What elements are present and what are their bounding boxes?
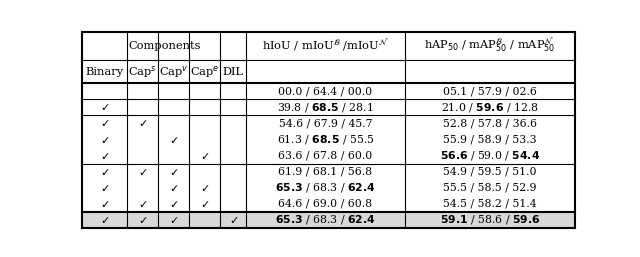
Text: 00.0 / 64.4 / 00.0: 00.0 / 64.4 / 00.0 [278,86,372,96]
Text: 61.3 / $\mathbf{68.5}$ / 55.5: 61.3 / $\mathbf{68.5}$ / 55.5 [276,133,374,146]
Text: 64.6 / 69.0 / 60.8: 64.6 / 69.0 / 60.8 [278,199,372,209]
Text: $\checkmark$: $\checkmark$ [100,199,109,209]
Text: 61.9 / 68.1 / 56.8: 61.9 / 68.1 / 56.8 [278,167,372,177]
Text: $\checkmark$: $\checkmark$ [138,118,147,128]
Text: Cap$^v$: Cap$^v$ [159,64,188,80]
Text: Cap$^s$: Cap$^s$ [128,64,157,80]
Text: 21.0 / $\mathbf{59.6}$ / 12.8: 21.0 / $\mathbf{59.6}$ / 12.8 [441,101,538,114]
Text: $\checkmark$: $\checkmark$ [100,118,109,128]
Bar [83,212,575,228]
Text: $\checkmark$: $\checkmark$ [138,167,147,177]
Text: $\checkmark$: $\checkmark$ [228,215,238,225]
Text: $\mathbf{59.1}$ / 58.6 / $\mathbf{59.6}$: $\mathbf{59.1}$ / 58.6 / $\mathbf{59.6}$ [440,213,540,226]
Text: $\checkmark$: $\checkmark$ [200,183,209,193]
Text: 52.8 / 57.8 / 36.6: 52.8 / 57.8 / 36.6 [443,118,537,128]
Text: $\checkmark$: $\checkmark$ [169,183,178,193]
Text: $\checkmark$: $\checkmark$ [138,199,147,209]
Text: hAP$_{50}$ / mAP$^\mathcal{B}_{50}$ / mAP$^\mathcal{N}_{50}$: hAP$_{50}$ / mAP$^\mathcal{B}_{50}$ / mA… [424,37,556,55]
Text: 39.8 / $\mathbf{68.5}$ / 28.1: 39.8 / $\mathbf{68.5}$ / 28.1 [277,101,374,114]
Text: 55.9 / 58.9 / 53.3: 55.9 / 58.9 / 53.3 [443,134,536,144]
Text: $\checkmark$: $\checkmark$ [100,151,109,161]
Text: $\checkmark$: $\checkmark$ [138,215,147,225]
Text: $\checkmark$: $\checkmark$ [169,167,178,177]
Text: 55.5 / 58.5 / 52.9: 55.5 / 58.5 / 52.9 [443,183,536,193]
Text: $\checkmark$: $\checkmark$ [100,134,109,144]
Text: 54.6 / 67.9 / 45.7: 54.6 / 67.9 / 45.7 [279,118,372,128]
Text: $\checkmark$: $\checkmark$ [200,151,209,161]
Text: $\checkmark$: $\checkmark$ [100,167,109,177]
Text: $\checkmark$: $\checkmark$ [169,134,178,144]
Text: DIL: DIL [223,67,244,77]
Text: $\checkmark$: $\checkmark$ [169,215,178,225]
Text: $\checkmark$: $\checkmark$ [100,103,109,112]
Text: $\checkmark$: $\checkmark$ [200,199,209,209]
Text: 05.1 / 57.9 / 02.6: 05.1 / 57.9 / 02.6 [443,86,537,96]
Text: 63.6 / 67.8 / 60.0: 63.6 / 67.8 / 60.0 [278,151,372,161]
Text: $\checkmark$: $\checkmark$ [100,183,109,193]
Text: 54.5 / 58.2 / 51.4: 54.5 / 58.2 / 51.4 [443,199,536,209]
Text: Cap$^e$: Cap$^e$ [190,64,220,80]
Text: $\mathbf{65.3}$ / 68.3 / $\mathbf{62.4}$: $\mathbf{65.3}$ / 68.3 / $\mathbf{62.4}$ [275,213,376,226]
Text: Binary: Binary [86,67,124,77]
Text: 54.9 / 59.5 / 51.0: 54.9 / 59.5 / 51.0 [443,167,536,177]
Text: $\checkmark$: $\checkmark$ [169,199,178,209]
Text: $\mathbf{56.6}$ / 59.0 / $\mathbf{54.4}$: $\mathbf{56.6}$ / 59.0 / $\mathbf{54.4}$ [440,149,540,162]
Text: $\mathbf{65.3}$ / 68.3 / $\mathbf{62.4}$: $\mathbf{65.3}$ / 68.3 / $\mathbf{62.4}$ [275,181,376,194]
Text: $\checkmark$: $\checkmark$ [100,215,109,225]
Text: hIoU / mIoU$^\mathcal{B}$ /mIoU$^\mathcal{N}$: hIoU / mIoU$^\mathcal{B}$ /mIoU$^\mathca… [262,38,389,54]
Text: Components: Components [128,41,201,51]
